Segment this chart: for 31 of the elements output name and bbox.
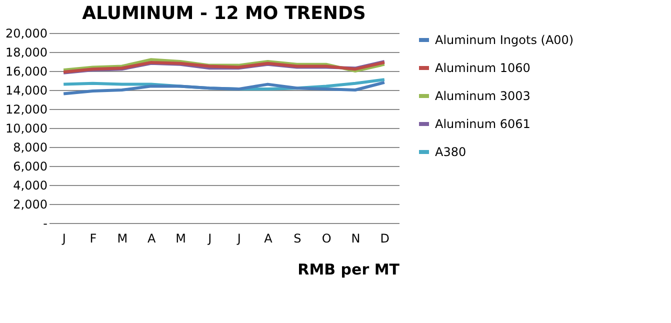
x-tick-label: J [61, 232, 66, 246]
x-tick-label: J [207, 232, 212, 246]
legend-label: Aluminum 6061 [435, 117, 530, 131]
line-series [62, 80, 386, 96]
x-tick-label: A [147, 232, 156, 246]
y-tick-label: - [43, 216, 48, 230]
y-tick-label: 16,000 [6, 64, 48, 78]
y-tick-label: 18,000 [6, 46, 48, 60]
x-tick-label: M [176, 232, 186, 246]
x-axis-title: RMB per MT [298, 260, 400, 278]
x-tick-label: D [380, 232, 390, 246]
x-tick-label: O [322, 232, 332, 246]
y-tick-label: 4,000 [13, 178, 48, 192]
legend-label: A380 [435, 145, 466, 159]
x-tick-label: S [294, 232, 302, 246]
x-tick-label: A [264, 232, 274, 246]
x-tick-label: F [90, 232, 97, 246]
x-tick-label: N [351, 232, 360, 246]
y-tick-label: 8,000 [13, 140, 48, 154]
legend-label: Aluminum 1060 [435, 61, 530, 75]
legend-label: Aluminum Ingots (A00) [435, 33, 574, 47]
y-tick-label: 14,000 [6, 84, 48, 98]
y-tick-label: 20,000 [6, 26, 48, 40]
x-tick-label: M [117, 232, 128, 246]
y-tick-label: 2,000 [13, 198, 48, 212]
y-tick-label: 6,000 [13, 160, 48, 174]
x-tick-label: J [236, 232, 241, 246]
y-tick-label: 10,000 [6, 122, 48, 136]
legend-label: Aluminum 3003 [435, 89, 530, 103]
chart-title: ALUMINUM - 12 MO TRENDS [82, 3, 366, 24]
y-tick-label: 12,000 [6, 102, 48, 116]
